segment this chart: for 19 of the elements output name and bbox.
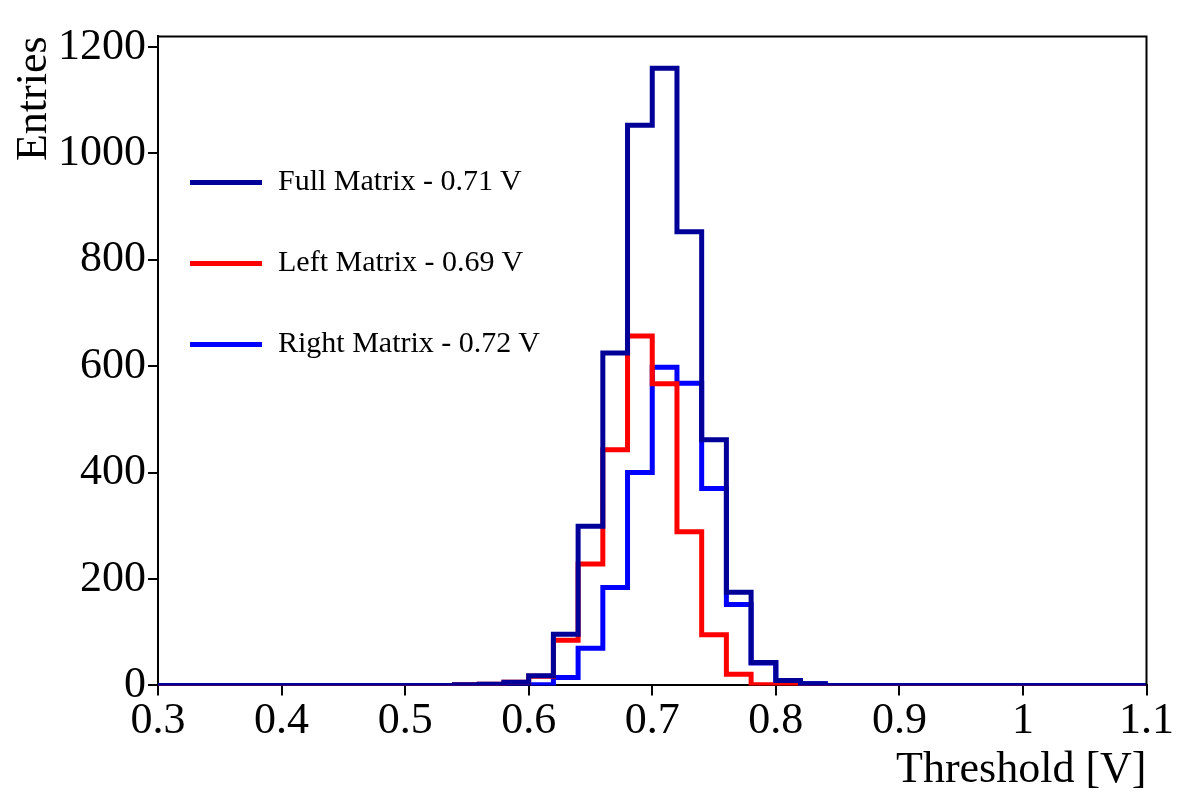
y-tick-label: 800 bbox=[80, 232, 146, 282]
x-tick-label: 0.7 bbox=[624, 694, 680, 744]
legend-label: Right Matrix - 0.72 V bbox=[278, 325, 541, 359]
y-tick-label: 600 bbox=[80, 338, 146, 388]
x-tick-label: 0.4 bbox=[254, 694, 310, 744]
legend-label: Full Matrix - 0.71 V bbox=[278, 163, 522, 197]
x-tick-label: 0.8 bbox=[748, 694, 804, 744]
y-tick-label: 400 bbox=[80, 445, 146, 495]
y-tick-label: 1200 bbox=[58, 19, 146, 69]
legend-label: Left Matrix - 0.69 V bbox=[278, 244, 524, 278]
x-tick-label: 1.1 bbox=[1119, 694, 1174, 744]
x-tick-label: 1 bbox=[1011, 694, 1034, 744]
y-axis-title: Entries bbox=[6, 36, 56, 162]
y-tick-label: 200 bbox=[80, 551, 146, 601]
x-tick-label: 0.5 bbox=[377, 694, 433, 744]
x-tick-label: 0.6 bbox=[501, 694, 557, 744]
x-tick-label: 0.9 bbox=[871, 694, 927, 744]
x-axis-title: Threshold [V] bbox=[896, 743, 1147, 793]
y-tick-label: 1000 bbox=[58, 126, 146, 175]
